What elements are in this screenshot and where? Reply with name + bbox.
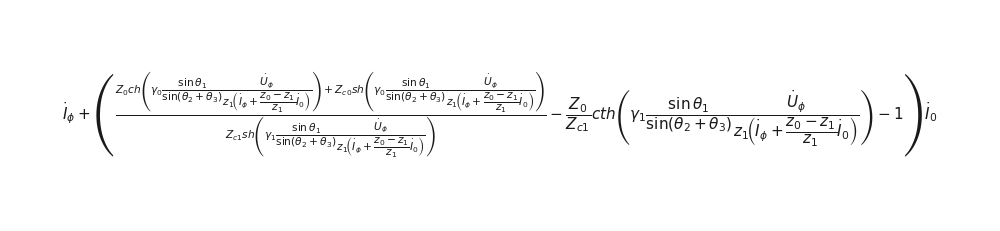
Text: $\dot{I}_{\phi}+\left(\frac{Z_0ch\left(\gamma_0\dfrac{\sin\theta_1}{\sin(\theta_: $\dot{I}_{\phi}+\left(\frac{Z_0ch\left(\… (62, 71, 938, 160)
